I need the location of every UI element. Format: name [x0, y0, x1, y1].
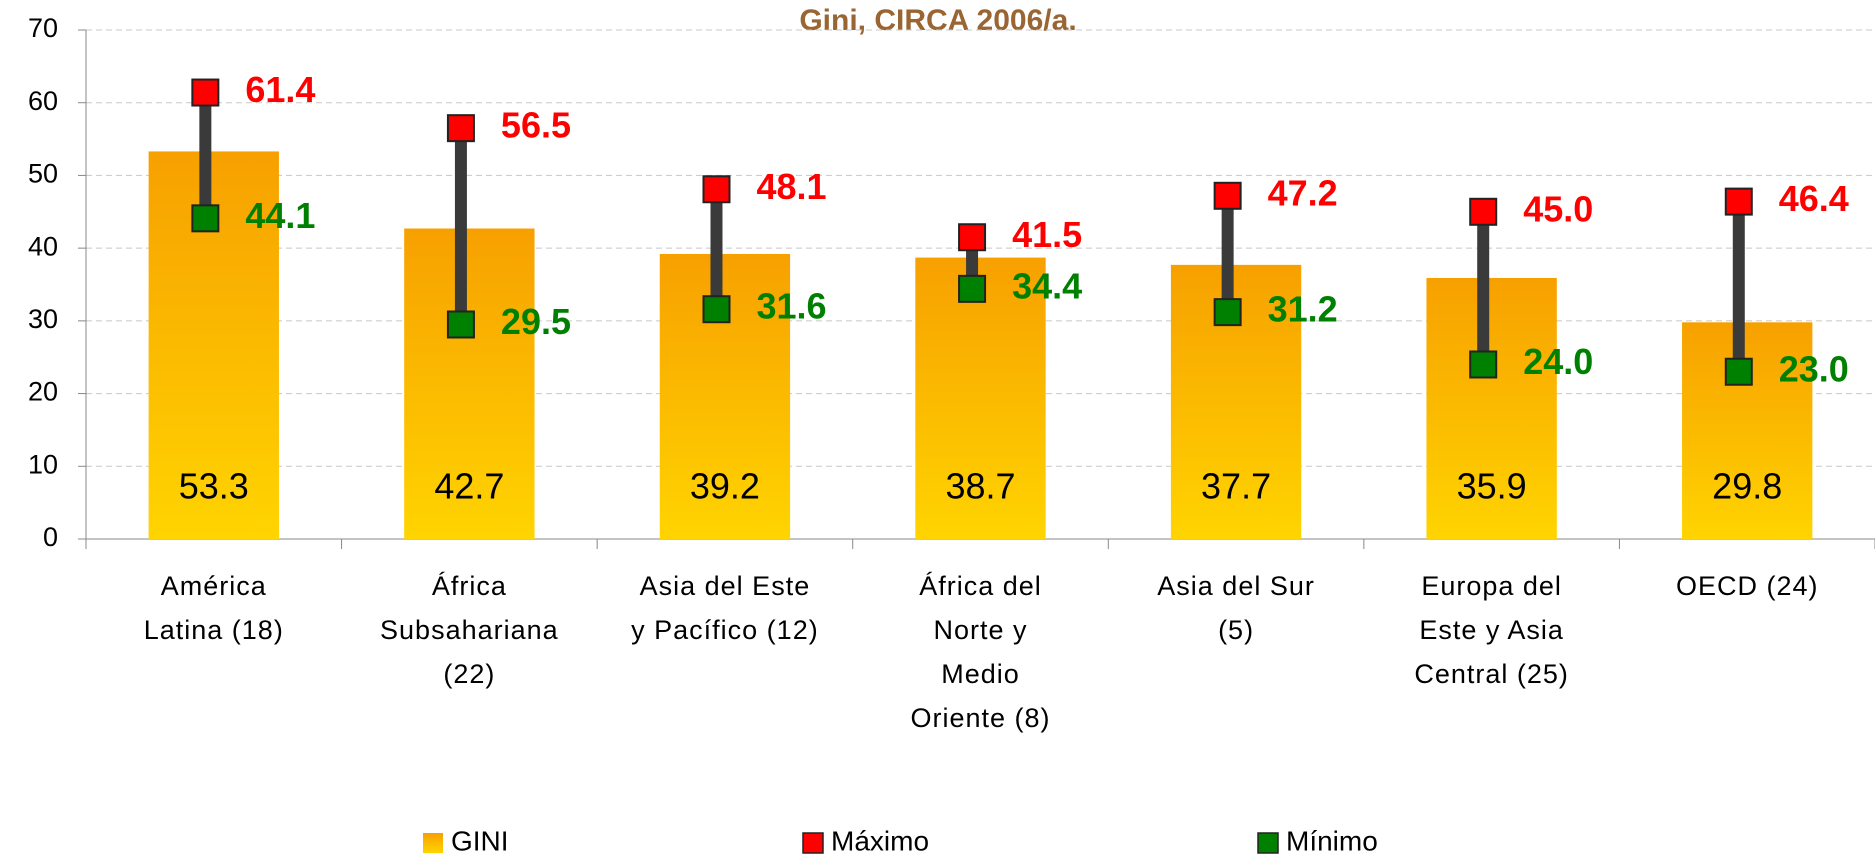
x-tick-label: (22)	[443, 659, 495, 689]
y-tick-label: 40	[28, 231, 58, 261]
marker-value-label: 47.2	[1268, 172, 1338, 213]
legend-swatch	[423, 833, 443, 853]
marker-value-label: 41.5	[1012, 214, 1082, 255]
legend-label: GINI	[451, 825, 509, 856]
marker	[1469, 350, 1498, 379]
marker	[702, 295, 731, 324]
x-tick-label: África	[432, 571, 507, 601]
marker	[1213, 298, 1242, 327]
x-tick-label: (5)	[1218, 615, 1254, 645]
marker-value-label: 46.4	[1779, 178, 1849, 219]
legend-label: Máximo	[831, 825, 929, 856]
marker-value-label: 31.2	[1268, 289, 1338, 330]
x-tick-label: OECD (24)	[1676, 571, 1819, 601]
marker	[1469, 197, 1498, 226]
marker	[191, 78, 220, 107]
bar-value-label: 35.9	[1457, 466, 1527, 507]
x-tick-label: Subsahariana	[380, 615, 559, 645]
bar-value-label: 39.2	[690, 466, 760, 507]
marker-value-label: 45.0	[1523, 188, 1593, 229]
x-tick-label: Europa del	[1421, 571, 1562, 601]
marker	[446, 114, 475, 143]
marker	[1724, 187, 1753, 216]
marker-value-label: 44.1	[245, 195, 315, 236]
marker-value-label: 31.6	[756, 286, 826, 327]
bar	[404, 228, 535, 539]
x-tick-label: Medio	[941, 659, 1020, 689]
y-tick-label: 60	[28, 86, 58, 116]
marker	[702, 175, 731, 204]
legend-swatch	[802, 832, 824, 854]
marker-value-label: 61.4	[245, 69, 315, 110]
x-tick-label: Este y Asia	[1419, 615, 1564, 645]
bar	[1426, 277, 1557, 539]
marker	[958, 274, 987, 303]
marker-value-label: 56.5	[501, 105, 571, 146]
x-tick-label: Norte y	[933, 615, 1027, 645]
y-tick-label: 50	[28, 159, 58, 189]
bar-value-label: 37.7	[1201, 466, 1271, 507]
x-tick-label: Oriente (8)	[910, 703, 1050, 733]
marker	[1724, 357, 1753, 386]
y-tick-label: 10	[28, 449, 58, 479]
bar-value-label: 53.3	[179, 466, 249, 507]
legend-label: Mínimo	[1286, 825, 1378, 856]
bar-value-label: 42.7	[434, 466, 504, 507]
marker-value-label: 48.1	[756, 166, 826, 207]
x-tick-label: Asia del Este	[640, 571, 811, 601]
x-tick-label: y Pacífico (12)	[631, 615, 819, 645]
bar-value-label: 38.7	[945, 466, 1015, 507]
marker	[1213, 181, 1242, 210]
y-tick-label: 70	[28, 13, 58, 43]
x-tick-label: Central (25)	[1414, 659, 1569, 689]
y-tick-label: 30	[28, 304, 58, 334]
chart-title: Gini, CIRCA 2006/a.	[799, 4, 1076, 37]
marker-value-label: 23.0	[1779, 348, 1849, 389]
x-tick-label: Latina (18)	[144, 615, 284, 645]
x-tick-label: Asia del Sur	[1157, 571, 1315, 601]
y-tick-label: 0	[43, 522, 58, 552]
marker-value-label: 34.4	[1012, 265, 1082, 306]
bar	[915, 257, 1046, 539]
marker	[191, 204, 220, 233]
y-tick-label: 20	[28, 377, 58, 407]
marker	[958, 223, 987, 252]
x-tick-label: América	[161, 571, 267, 601]
bar-value-label: 29.8	[1712, 466, 1782, 507]
marker	[446, 310, 475, 339]
marker-value-label: 24.0	[1523, 341, 1593, 382]
marker-value-label: 29.5	[501, 301, 571, 342]
legend-swatch	[1257, 832, 1279, 854]
x-tick-label: África del	[919, 571, 1042, 601]
